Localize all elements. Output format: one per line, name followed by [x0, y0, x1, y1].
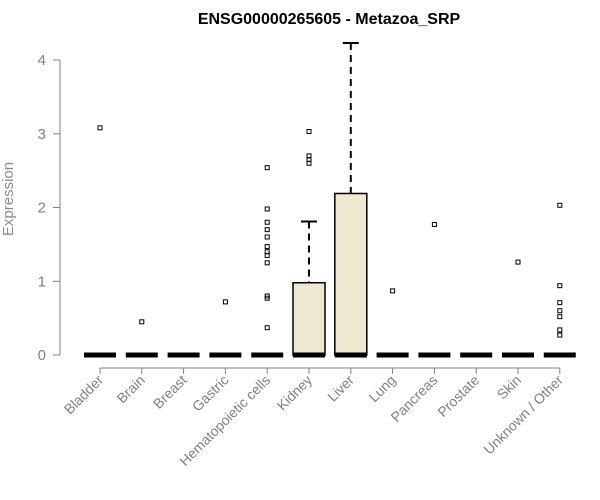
outlier-point	[515, 259, 521, 265]
x-tick-label: Breast	[150, 372, 190, 412]
outlier-point	[264, 325, 270, 331]
outlier-point	[557, 308, 563, 314]
outlier-point	[264, 234, 270, 240]
boxes-layer	[84, 42, 576, 358]
x-tick-label: Brain	[113, 372, 147, 406]
outlier-point	[264, 219, 270, 225]
outlier-point	[264, 206, 270, 212]
box	[292, 281, 326, 356]
x-tick-label: Kidney	[274, 372, 316, 414]
outlier-point	[264, 295, 270, 301]
outlier-point	[390, 288, 396, 294]
x-tick-label: Prostate	[434, 372, 482, 420]
box-group	[334, 42, 368, 358]
box-group	[251, 165, 284, 358]
outlier-point	[557, 314, 563, 320]
outlier-point	[557, 283, 563, 289]
x-tick-label: Lung	[365, 372, 398, 405]
y-axis: 0 1 2 3 4	[38, 52, 61, 364]
box-group	[543, 202, 576, 358]
outlier-point	[557, 332, 563, 338]
y-tick-label: 4	[38, 52, 46, 69]
y-tick-label: 1	[38, 273, 46, 290]
box-group	[209, 299, 242, 358]
box-group	[418, 221, 451, 358]
box-group	[292, 129, 326, 358]
y-tick-label: 2	[38, 200, 46, 217]
outlier-point	[139, 319, 145, 325]
outlier-point	[97, 125, 103, 131]
x-tick-label: Unknown / Other	[480, 372, 566, 458]
box-group	[502, 259, 534, 358]
chart-title: ENSG00000265605 - Metazoa_SRP	[198, 11, 461, 28]
outlier-point	[306, 160, 312, 166]
x-tick-label: Liver	[324, 372, 357, 405]
x-tick-label: Skin	[494, 372, 525, 403]
y-tick-label: 3	[38, 126, 46, 143]
outlier-point	[264, 252, 270, 258]
outlier-point	[557, 327, 563, 333]
outlier-point	[557, 202, 563, 208]
outlier-point	[264, 227, 270, 233]
outlier-point	[264, 244, 270, 250]
outlier-point	[264, 165, 270, 171]
y-axis-label: Expression	[0, 162, 17, 236]
outlier-point	[431, 221, 437, 227]
box-group	[84, 125, 116, 358]
box	[334, 192, 368, 356]
outlier-point	[306, 129, 312, 135]
box-group	[376, 288, 409, 358]
x-tick-label: Bladder	[61, 372, 107, 418]
box-group	[125, 319, 158, 358]
outlier-point	[264, 260, 270, 266]
outlier-point	[557, 300, 563, 306]
y-tick-label: 0	[38, 347, 46, 364]
outlier-point	[222, 299, 228, 305]
